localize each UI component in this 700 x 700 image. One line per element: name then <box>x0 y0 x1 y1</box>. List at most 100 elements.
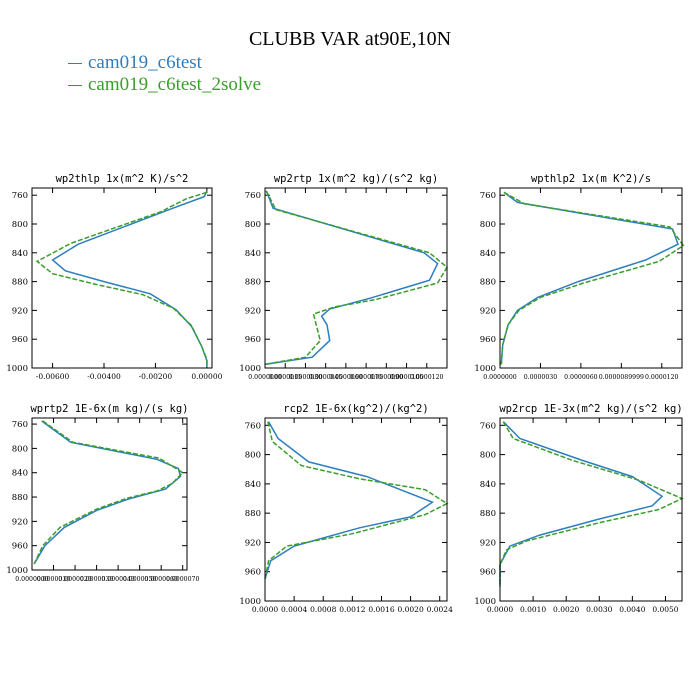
panel-frame <box>264 417 448 602</box>
x-tick-label: 0.0000105 <box>390 374 424 381</box>
legend-item-2: cam019_c6test_2solve <box>68 74 261 96</box>
x-tick-label: 0.0000000 <box>483 374 517 381</box>
x-tick-label: 0.0050 <box>652 605 678 614</box>
y-tick-label: 760 <box>480 421 496 431</box>
panel-title: wp2rcp 1E-3x(m^2 kg)/(s^2 kg) <box>499 403 682 415</box>
y-tick-label: 840 <box>480 480 496 490</box>
y-tick-label: 960 <box>480 568 496 578</box>
x-tick-label: -0.00400 <box>87 372 121 381</box>
x-tick-label: 0.0000040 <box>101 576 135 583</box>
series-line-2 <box>500 191 685 365</box>
y-tick-label: 760 <box>245 421 261 431</box>
figure-title: CLUBB VAR at90E,10N <box>248 28 452 50</box>
legend-label-2: cam019_c6test_2solve <box>88 74 262 95</box>
x-tick-label: 0.00000 <box>191 372 222 381</box>
y-tick-label: 920 <box>480 306 496 316</box>
x-tick-label: 0.0000030 <box>289 374 323 381</box>
y-tick-label: 840 <box>12 469 28 479</box>
panel-title: rcp2 1E-6x(kg^2)/(kg^2) <box>283 403 428 415</box>
series-line-1 <box>499 421 664 587</box>
y-tick-label: 800 <box>245 220 261 230</box>
x-tick-label: 0.0000089999 <box>599 374 644 381</box>
y-tick-label: 1000 <box>6 364 28 374</box>
series-line-1 <box>264 190 439 366</box>
x-tick-label: 0.0030 <box>586 605 612 614</box>
x-tick-label: 0.0000070 <box>166 576 200 583</box>
x-tick-label: 0.0000020 <box>58 576 92 583</box>
x-tick-label: 0.0000060 <box>329 374 363 381</box>
x-tick-label: 0.0000 <box>487 605 513 614</box>
series-line-2 <box>33 420 184 565</box>
x-tick-label: 0.0000000 <box>15 576 49 583</box>
panel-6: wp2rcp 1E-3x(m^2 kg)/(s^2 kg)760 800 840 88… <box>474 403 684 614</box>
y-tick-label: 880 <box>245 278 261 288</box>
x-tick-label: 0.0000030 <box>524 374 558 381</box>
x-tick-label: 0.0020 <box>397 605 423 614</box>
x-tick-label: 0.0000120 <box>645 374 679 381</box>
y-tick-label: 760 <box>245 191 261 201</box>
panel-4: wprtp2 1E-6x(m kg)/(s kg)760 800 840 880 920… <box>6 403 199 583</box>
legend-swatch-1 <box>68 63 82 65</box>
x-tick-label: 0.0024 <box>427 605 453 614</box>
y-tick-label: 840 <box>480 249 496 259</box>
x-tick-label: 0.0000030 <box>80 576 114 583</box>
series-line-2 <box>499 421 684 587</box>
y-tick-label: 880 <box>480 509 496 519</box>
y-tick-label: 760 <box>480 191 496 201</box>
legend-swatch-2 <box>68 85 82 87</box>
panel-frame <box>31 417 188 571</box>
x-tick-label: 0.0000060 <box>564 374 598 381</box>
y-tick-label: 800 <box>12 444 28 454</box>
x-tick-label: 0.0000120 <box>410 374 444 381</box>
y-tick-label: 920 <box>12 306 28 316</box>
legend-item-1: cam019_c6test <box>68 52 202 74</box>
series-line-2 <box>264 190 448 366</box>
y-tick-label: 760 <box>12 191 28 201</box>
y-tick-label: 840 <box>245 480 261 490</box>
x-tick-label: 0.0020 <box>553 605 579 614</box>
y-tick-label: 760 <box>12 420 28 430</box>
panel-5: rcp2 1E-6x(kg^2)/(kg^2) 760 800 840 880 920 96… <box>239 403 453 614</box>
series-line-1 <box>51 190 208 368</box>
legend-label-1: cam019_c6test <box>88 52 202 73</box>
panel-frame <box>264 187 448 369</box>
y-tick-label: 960 <box>245 335 261 345</box>
y-tick-label: 800 <box>480 220 496 230</box>
y-tick-label: 1000 <box>239 364 261 374</box>
panel-frame <box>31 187 213 369</box>
y-tick-label: 1000 <box>6 566 28 576</box>
panel-title: wpthlp2 1x(m K^2)/s <box>531 173 651 185</box>
y-tick-label: 960 <box>12 335 28 345</box>
x-tick-label: 0.0040 <box>619 605 645 614</box>
x-tick-label: -0.00200 <box>139 372 173 381</box>
y-tick-label: 880 <box>12 493 28 503</box>
series-line-2 <box>264 421 449 580</box>
y-tick-label: 920 <box>12 517 28 527</box>
y-tick-label: 920 <box>480 538 496 548</box>
panel-3: wpthlp2 1x(m K^2)/s 760 800 840 880 920 960 100… <box>474 173 685 381</box>
panel-title: wp2thlp 1x(m^2 K)/s^2 <box>56 173 189 185</box>
y-tick-label: 880 <box>480 278 496 288</box>
x-tick-label: -0.00600 <box>36 372 70 381</box>
series-line-1 <box>264 421 435 580</box>
series-line-2 <box>35 191 208 368</box>
panel-1: wp2thlp 1x(m^2 K)/s^2 760 800 840 880 920 960 1… <box>6 173 222 381</box>
y-tick-label: 1000 <box>474 597 496 607</box>
x-tick-label: 0.0000075 <box>349 374 383 381</box>
x-tick-label: 0.0000090 <box>370 374 404 381</box>
x-tick-label: 0.0016 <box>368 605 394 614</box>
y-tick-label: 920 <box>245 538 261 548</box>
x-tick-label: 0.0004 <box>281 605 307 614</box>
series-line-1 <box>500 191 679 365</box>
y-tick-label: 960 <box>245 568 261 578</box>
y-tick-label: 880 <box>245 509 261 519</box>
y-tick-label: 1000 <box>239 597 261 607</box>
panel-frame <box>499 187 683 369</box>
y-tick-label: 800 <box>480 451 496 461</box>
x-tick-label: 0.0000015 <box>268 374 302 381</box>
y-tick-label: 920 <box>245 306 261 316</box>
y-tick-label: 1000 <box>474 364 496 374</box>
y-tick-label: 800 <box>245 451 261 461</box>
x-tick-label: 0.0000045 <box>309 374 343 381</box>
x-tick-label: 0.0000 <box>252 605 278 614</box>
